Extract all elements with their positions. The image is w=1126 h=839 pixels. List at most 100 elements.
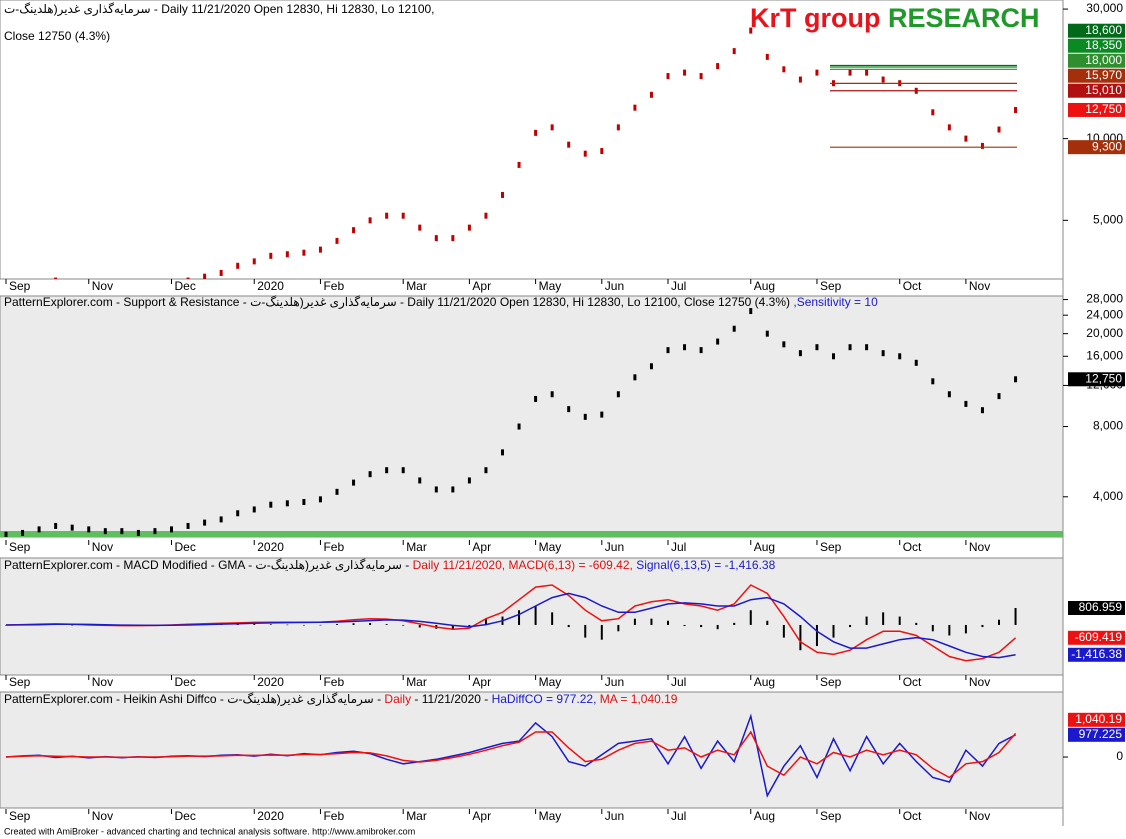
x-tick-label: Sep [820,279,842,293]
price-bar [666,347,670,354]
price-bar [203,519,207,526]
x-tick-label: Nov [92,809,113,823]
value-tag [1068,140,1125,155]
x-tick-label: Aug [754,675,775,689]
value-tag-label: 18,350 [1085,38,1122,52]
x-tick-label: Dec [175,809,196,823]
x-tick-label: Dec [175,675,196,689]
pane-support-resistance [0,295,1064,538]
price-bar [484,212,488,219]
price-bar [550,124,554,131]
footer: Created with AmiBroker - advanced charti… [4,826,415,836]
title-part: MA = 1,040.19 [596,692,677,706]
price-bar [898,353,902,360]
histogram-bar [733,622,736,625]
x-tick-label: Nov [92,675,113,689]
series-line [5,592,1016,659]
x-tick-label: Nov [969,809,990,823]
price-bar [997,393,1001,400]
histogram-bar [633,618,636,625]
histogram-bar [815,624,818,647]
price-bar [815,69,819,76]
x-tick-label: Feb [323,279,344,293]
price-bar [749,308,753,315]
price-bar [335,237,339,244]
histogram-bar [551,612,554,625]
x-tick-label: Feb [323,809,344,823]
histogram-bar [567,624,570,628]
y-tick-label: 30,000 [1086,1,1123,15]
watermark-part: RESEARCH [888,3,1040,33]
histogram-bar [865,616,868,625]
x-tick-label: Nov [92,279,113,293]
pane-title: سرمایه‌گذاری غدیر(هلدینگ-ت - Daily 11/21… [4,2,435,17]
histogram-bar [71,624,74,626]
price-bar [54,277,58,279]
price-bar [103,528,107,535]
histogram-bar [898,616,901,625]
pane-macd [0,557,1064,676]
y-tick-label: 28,000 [1086,292,1123,306]
value-tag-label: 12,750 [1085,371,1122,385]
value-tag [1068,600,1125,615]
price-bar [815,344,819,351]
histogram-bar [617,624,620,632]
price-bar [798,76,802,83]
histogram-bar [253,624,256,625]
price-bar [616,124,620,131]
price-bar [219,269,223,276]
x-tick-label: Oct [903,809,922,823]
price-bar [170,526,173,533]
price-bar [302,498,306,505]
histogram-bar [319,624,322,626]
price-bar [219,516,223,523]
x-tick-label: 2020 [257,540,284,554]
price-bar [914,359,918,366]
price-bar [467,224,471,231]
plot-area [4,308,1018,537]
histogram-bar [418,624,421,628]
price-bar [931,378,935,385]
histogram-bar [1014,607,1017,625]
title-part: سرمایه‌گذاری غدیر(هلدینگ-ت - Daily 11/21… [4,2,435,17]
x-tick-label: Feb [323,540,344,554]
histogram-bar [683,624,686,627]
histogram-bar [915,622,918,625]
price-bar [782,341,786,348]
histogram-bar [5,624,7,626]
histogram-bar [302,624,305,626]
pane-heikin-ashi [0,691,1064,809]
pane-subtitle: Close 12750 (4.3%) [4,29,110,43]
plot-area [5,713,1017,798]
price-bar [318,496,322,503]
x-tick-label: Jul [671,279,686,293]
histogram-bar [650,618,653,625]
value-tag-label: 977.225 [1079,727,1123,741]
price-bar [649,363,653,370]
x-tick-label: May [539,809,562,823]
price-bar [252,258,256,265]
pane-title: PatternExplorer.com - Heikin Ashi Diffco… [4,692,678,707]
price-bar [699,73,703,80]
histogram-bar [451,624,454,629]
price-bar [600,148,604,155]
price-bar [798,350,802,357]
x-tick-label: Aug [754,540,775,554]
price-bar [203,273,207,279]
price-bar [1014,376,1018,383]
title-part: PatternExplorer.com - Heikin Ashi Diffco… [4,692,384,707]
price-bar [236,510,240,517]
y-tick-label: 0 [1116,749,1123,763]
price-bar [186,522,190,529]
pane-price [0,0,1064,280]
price-bar [567,406,571,413]
price-bar [269,252,273,259]
price-bar [70,524,74,531]
histogram-bar [402,624,405,626]
x-tick-label: Mar [406,540,427,554]
title-part: PatternExplorer.com - MACD Modified - GM… [4,558,413,573]
x-tick-label: Nov [969,279,990,293]
price-bar [236,262,240,269]
x-tick-label: Jul [671,809,686,823]
